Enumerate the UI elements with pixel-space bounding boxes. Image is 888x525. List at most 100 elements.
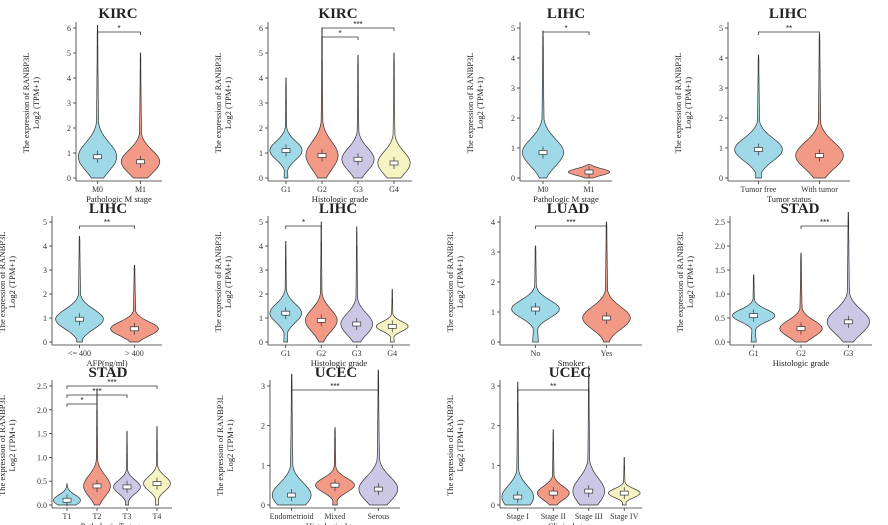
violin-stage-iii: [572, 365, 606, 506]
y-tick-label: 5: [259, 218, 263, 227]
y-axis-label-line2: Log2 (TPM+1): [455, 419, 465, 471]
median-point: [387, 324, 397, 329]
x-tick-label: Stage I: [507, 512, 530, 521]
median-point: [92, 483, 102, 489]
significance-bracket: [321, 27, 395, 31]
y-axis-label-line1: The expression of RANBP3L: [21, 53, 31, 154]
y-axis-label-line2: Log2 (TPM+1): [223, 77, 233, 129]
x-tick-label: G1: [749, 349, 759, 358]
x-tick-label: T1: [63, 512, 72, 521]
y-axis-label-line1: The expression of RANBP3L: [445, 395, 455, 496]
y-tick-label: 2: [259, 124, 263, 133]
chart-panel-8: STAD The expression of RANBP3L Log2 (TPM+1…: [675, 201, 872, 368]
y-axis-label-line2: Log2 (TPM+1): [683, 77, 693, 129]
y-tick-label: 1: [259, 314, 263, 323]
y-tick-label: 3: [261, 382, 265, 391]
x-tick-label: Yes: [601, 349, 613, 358]
x-tick-label: Stage IV: [610, 512, 638, 521]
chart-title: KIRC: [98, 6, 137, 22]
y-tick-label: 4: [43, 242, 47, 251]
significance-label: ***: [566, 218, 575, 227]
violin-endometrioid: [271, 373, 312, 506]
y-tick-label: 2: [511, 114, 515, 123]
significance-bracket: [66, 403, 98, 407]
median-point: [75, 316, 84, 322]
median-point: [548, 490, 558, 496]
x-axis-label: AFP(ng/ml): [86, 358, 127, 368]
significance-bracket: [66, 385, 158, 389]
median-point: [152, 481, 162, 486]
x-axis-label: Histologic grade: [773, 358, 830, 368]
violin-t4: [143, 426, 171, 506]
significance-bracket: [285, 225, 322, 229]
y-tick-label: 5: [719, 24, 723, 33]
chart-title: UCEC: [549, 365, 592, 381]
x-axis-label: Smoker: [558, 358, 585, 368]
significance-bracket: [542, 31, 590, 35]
median-point: [330, 482, 340, 488]
chart-panel-10: UCEC The expression of RANBP3L Log2 (TPM+1…: [215, 365, 400, 525]
significance-label: *: [302, 218, 305, 227]
y-tick-label: 3: [259, 266, 263, 275]
y-tick-label: 0: [259, 174, 263, 183]
median-point: [122, 484, 132, 490]
y-tick-label: 3: [719, 84, 723, 93]
y-tick-label: 0: [43, 338, 47, 347]
y-tick-label: 4: [511, 54, 515, 63]
y-tick-label: 0.0: [37, 501, 47, 510]
y-tick-label: 2.5: [37, 382, 47, 391]
chart-title: UCEC: [315, 365, 358, 381]
y-tick-label: 0: [261, 501, 265, 510]
violin-g1: [269, 240, 302, 343]
x-tick-label: G2: [317, 185, 327, 194]
violin-serous: [358, 369, 399, 506]
y-axis-label-line1: The expression of RANBP3L: [215, 395, 225, 496]
y-axis-label-line2: Log2 (TPM+1): [685, 256, 695, 308]
significance-label: **: [104, 218, 110, 227]
y-tick-label: 2.0: [715, 242, 725, 251]
significance-label: **: [786, 24, 792, 33]
y-tick-label: 4: [259, 74, 263, 83]
x-tick-label: M1: [583, 185, 594, 194]
median-point: [749, 313, 759, 318]
median-point: [531, 306, 540, 312]
significance-bracket: [66, 394, 128, 398]
chart-panel-2: KIRC The expression of RANBP3L Log2 (TPM+1…: [213, 6, 412, 204]
violin-stage-i: [501, 381, 534, 506]
violin--400: [55, 236, 104, 343]
x-tick-label: G3: [352, 349, 362, 358]
x-tick-label: With tumor: [801, 185, 838, 194]
y-tick-label: 4: [67, 74, 71, 83]
significance-bracket: [758, 31, 820, 35]
x-tick-label: G2: [316, 349, 326, 358]
significance-label: *: [564, 24, 567, 33]
x-tick-label: No: [531, 349, 541, 358]
y-tick-label: 4: [491, 218, 495, 227]
median-point: [130, 326, 139, 332]
x-tick-label: M1: [135, 185, 146, 194]
violin-m0: [521, 30, 565, 179]
x-tick-label: Stage III: [575, 512, 603, 521]
violin-g1: [269, 77, 303, 179]
violin-g3: [341, 55, 375, 179]
y-tick-label: 1: [259, 149, 263, 158]
significance-label: ***: [820, 218, 829, 227]
y-tick-label: 0: [259, 338, 263, 347]
x-axis-label: Histologic grade: [311, 358, 368, 368]
y-axis-label-line1: The expression of RANBP3L: [673, 53, 683, 154]
violin-g4: [375, 288, 409, 343]
y-axis-label-line2: Log2 (TPM+1): [225, 419, 235, 471]
y-tick-label: 1: [67, 149, 71, 158]
x-tick-label: M0: [92, 185, 103, 194]
y-tick-label: 3: [259, 99, 263, 108]
y-tick-label: 6: [259, 24, 263, 33]
y-axis-label-line2: Log2 (TPM+1): [475, 77, 485, 129]
significance-label: *: [117, 24, 120, 33]
y-tick-label: 5: [43, 218, 47, 227]
x-tick-label: M0: [537, 185, 548, 194]
median-point: [619, 490, 629, 496]
y-tick-label: 2.5: [715, 218, 725, 227]
violin-mixed: [315, 427, 355, 506]
y-tick-label: 0: [719, 174, 723, 183]
violin-g3: [826, 212, 870, 343]
